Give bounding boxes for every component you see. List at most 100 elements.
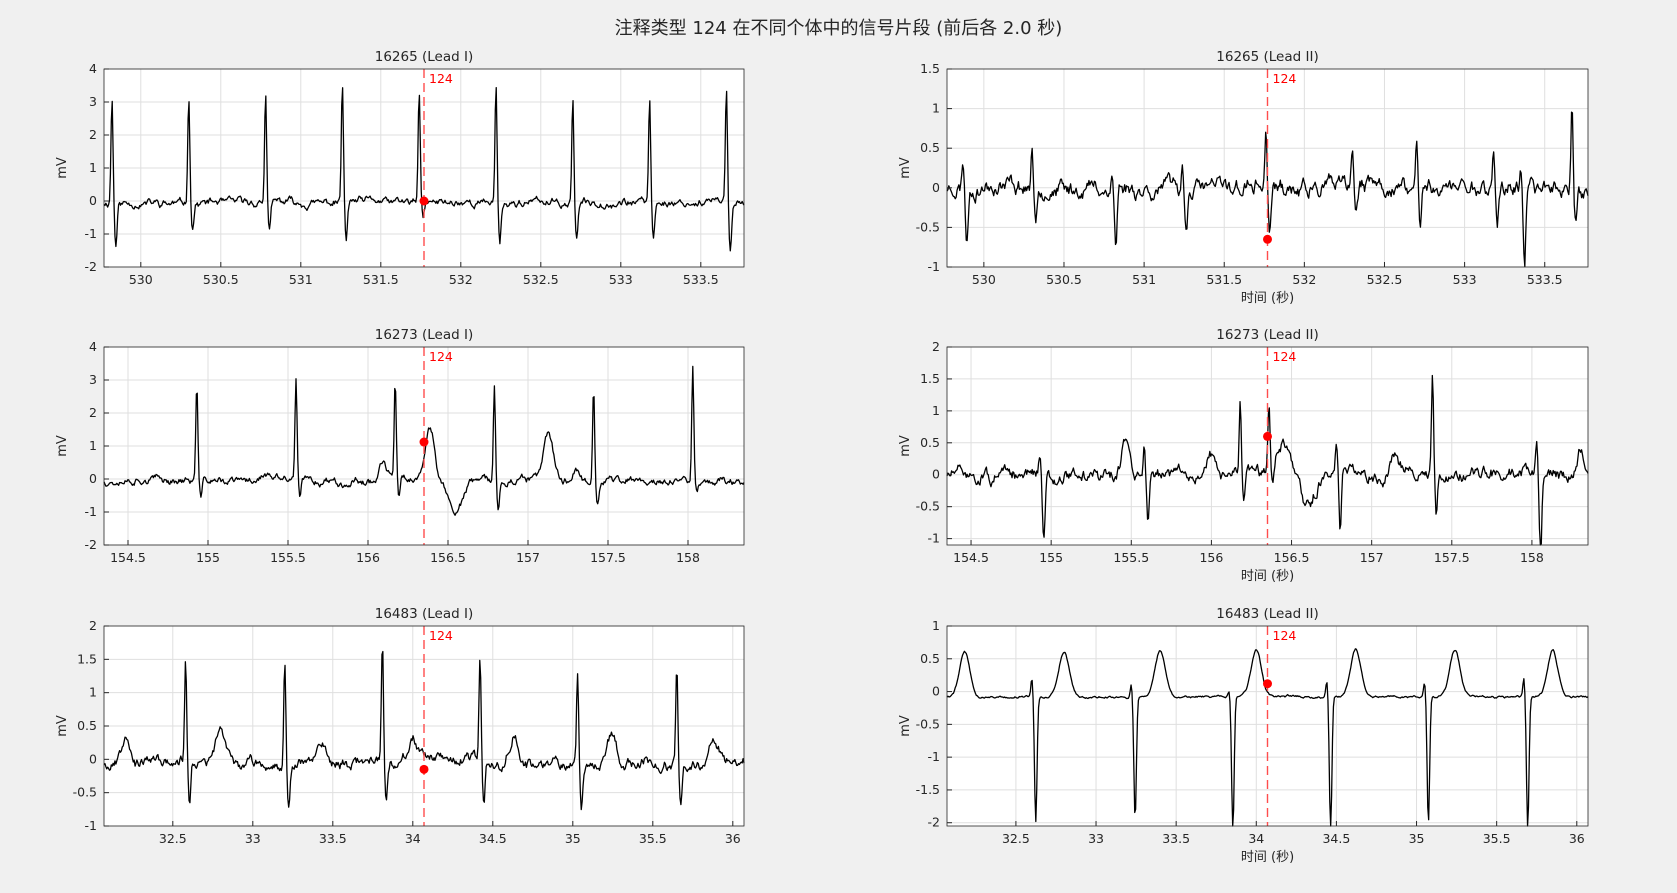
x-tick-label: 531 bbox=[1132, 272, 1156, 287]
x-tick-label: 35 bbox=[1409, 831, 1425, 846]
x-axis-label: 时间 (秒) bbox=[1241, 850, 1294, 865]
x-tick-label: 156.5 bbox=[1274, 550, 1310, 565]
y-tick-label: 0.5 bbox=[920, 651, 940, 666]
event-label: 124 bbox=[429, 349, 453, 364]
y-tick-label: 2 bbox=[89, 618, 97, 633]
y-axis-label: mV bbox=[898, 715, 913, 737]
y-tick-label: 2 bbox=[932, 339, 940, 354]
signal-line bbox=[946, 374, 1589, 546]
axes-box bbox=[946, 68, 1589, 268]
panel-title: 16265 (Lead I) bbox=[375, 49, 473, 65]
panel-title: 16265 (Lead II) bbox=[1216, 49, 1318, 65]
y-tick-label: -1.5 bbox=[916, 782, 940, 797]
x-tick-label: 532.5 bbox=[523, 272, 559, 287]
x-tick-label: 156 bbox=[1199, 550, 1223, 565]
x-tick-label: 35 bbox=[565, 831, 581, 846]
y-axis-label: mV bbox=[898, 157, 913, 179]
panel-title: 16273 (Lead I) bbox=[375, 327, 473, 343]
x-tick-label: 533 bbox=[609, 272, 633, 287]
x-tick-label: 157.5 bbox=[590, 550, 626, 565]
y-tick-label: -0.5 bbox=[916, 499, 940, 514]
y-tick-label: 4 bbox=[89, 339, 97, 354]
y-tick-label: -2 bbox=[928, 815, 940, 830]
y-tick-label: -1 bbox=[85, 818, 97, 833]
x-tick-label: 533.5 bbox=[1527, 272, 1563, 287]
y-tick-label: 0 bbox=[932, 684, 940, 699]
event-point bbox=[419, 764, 429, 774]
y-tick-label: -1 bbox=[85, 226, 97, 241]
x-tick-label: 32.5 bbox=[1002, 831, 1030, 846]
event-point bbox=[1263, 234, 1272, 244]
x-tick-label: 155.5 bbox=[1113, 550, 1149, 565]
x-tick-label: 530.5 bbox=[203, 272, 239, 287]
y-tick-label: -2 bbox=[85, 537, 97, 552]
y-axis-label: mV bbox=[55, 435, 70, 457]
x-tick-label: 530 bbox=[972, 272, 996, 287]
y-tick-label: 2 bbox=[89, 405, 97, 420]
y-tick-label: 1 bbox=[89, 685, 97, 700]
y-tick-label: 2 bbox=[89, 127, 97, 142]
y-tick-label: -0.5 bbox=[916, 716, 940, 731]
chart-panel-4: 124 154.5 155 155.5 156 156.5 157 157.5 158 -1 -0.… bbox=[898, 327, 1589, 584]
y-tick-label: 3 bbox=[89, 372, 97, 387]
x-tick-label: 33.5 bbox=[319, 831, 347, 846]
x-tick-label: 154.5 bbox=[953, 550, 989, 565]
y-tick-label: -2 bbox=[85, 259, 97, 274]
x-tick-label: 531 bbox=[289, 272, 313, 287]
y-tick-label: 1 bbox=[932, 101, 940, 116]
x-tick-label: 154.5 bbox=[110, 550, 146, 565]
y-tick-label: -1 bbox=[85, 504, 97, 519]
x-tick-label: 156.5 bbox=[430, 550, 466, 565]
x-tick-label: 36 bbox=[725, 831, 741, 846]
y-tick-label: -1 bbox=[928, 749, 940, 764]
panel-title: 16483 (Lead I) bbox=[375, 606, 473, 622]
y-axis-label: mV bbox=[898, 435, 913, 457]
x-tick-label: 530 bbox=[129, 272, 153, 287]
x-tick-label: 532 bbox=[1292, 272, 1316, 287]
y-tick-label: 1 bbox=[932, 618, 940, 633]
chart-panel-5: 124 32.5 33 33.5 34 34.5 35 35.5 36 -1 -0.5 0 0.5 1 1.… bbox=[55, 606, 745, 846]
x-tick-label: 34 bbox=[405, 831, 421, 846]
x-tick-label: 34.5 bbox=[479, 831, 507, 846]
x-tick-label: 156 bbox=[356, 550, 380, 565]
signal-line bbox=[103, 365, 745, 516]
y-tick-label: 0 bbox=[89, 471, 97, 486]
x-tick-label: 36 bbox=[1569, 831, 1585, 846]
y-tick-label: 1 bbox=[932, 403, 940, 418]
y-tick-label: 0 bbox=[89, 193, 97, 208]
y-tick-label: -1 bbox=[928, 531, 940, 546]
x-tick-label: 34 bbox=[1248, 831, 1264, 846]
x-tick-label: 34.5 bbox=[1322, 831, 1350, 846]
x-tick-label: 155.5 bbox=[270, 550, 306, 565]
x-tick-label: 157 bbox=[1360, 550, 1384, 565]
y-tick-label: -0.5 bbox=[73, 785, 97, 800]
x-tick-label: 157 bbox=[516, 550, 540, 565]
y-tick-label: -1 bbox=[928, 259, 940, 274]
event-point bbox=[1263, 679, 1272, 689]
axes-box bbox=[946, 346, 1589, 546]
y-tick-label: 0.5 bbox=[77, 718, 97, 733]
chart-panel-2: 124 530 530.5 531 531.5 532 532.5 533 533.5 -1 -0.… bbox=[898, 49, 1589, 306]
event-label: 124 bbox=[1273, 628, 1297, 643]
y-tick-label: 0 bbox=[932, 180, 940, 195]
x-axis-label: 时间 (秒) bbox=[1241, 569, 1294, 584]
x-tick-label: 155 bbox=[1039, 550, 1063, 565]
y-tick-label: 4 bbox=[89, 61, 97, 76]
event-point bbox=[419, 196, 429, 206]
figure-title: 注释类型 124 在不同个体中的信号片段 (前后各 2.0 秒) bbox=[614, 18, 1063, 39]
panel-title: 16483 (Lead II) bbox=[1216, 606, 1318, 622]
x-tick-label: 530.5 bbox=[1046, 272, 1082, 287]
y-axis-label: mV bbox=[55, 157, 70, 179]
x-tick-label: 531.5 bbox=[363, 272, 399, 287]
x-tick-label: 155 bbox=[196, 550, 220, 565]
event-label: 124 bbox=[429, 628, 453, 643]
y-tick-label: 1 bbox=[89, 160, 97, 175]
event-point bbox=[1263, 431, 1272, 441]
event-label: 124 bbox=[429, 71, 453, 86]
x-tick-label: 33 bbox=[1088, 831, 1104, 846]
x-tick-label: 532 bbox=[449, 272, 473, 287]
y-tick-label: 1.5 bbox=[920, 371, 940, 386]
